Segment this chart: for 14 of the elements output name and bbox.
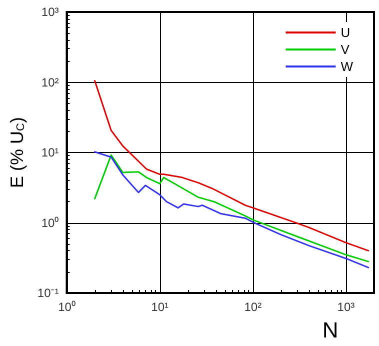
x-tick-label: 10¹ <box>151 300 168 314</box>
x-tick-label: 10⁰ <box>58 300 76 314</box>
x-axis-title: N <box>322 318 338 342</box>
y-tick-label: 10³ <box>41 5 59 19</box>
legend-label: W <box>340 59 354 74</box>
y-tick-label: 10⁻¹ <box>37 286 59 300</box>
legend-label: U <box>340 25 350 40</box>
y-tick-label: 10² <box>41 75 59 90</box>
legend-label: V <box>340 42 350 57</box>
y-tick-label: 10¹ <box>41 146 59 160</box>
x-tick-label: 10² <box>244 300 262 314</box>
x-tick-label: 10³ <box>337 300 355 314</box>
y-tick-label: 10⁰ <box>41 216 59 230</box>
y-axis-title: E (% UC) <box>7 117 27 188</box>
